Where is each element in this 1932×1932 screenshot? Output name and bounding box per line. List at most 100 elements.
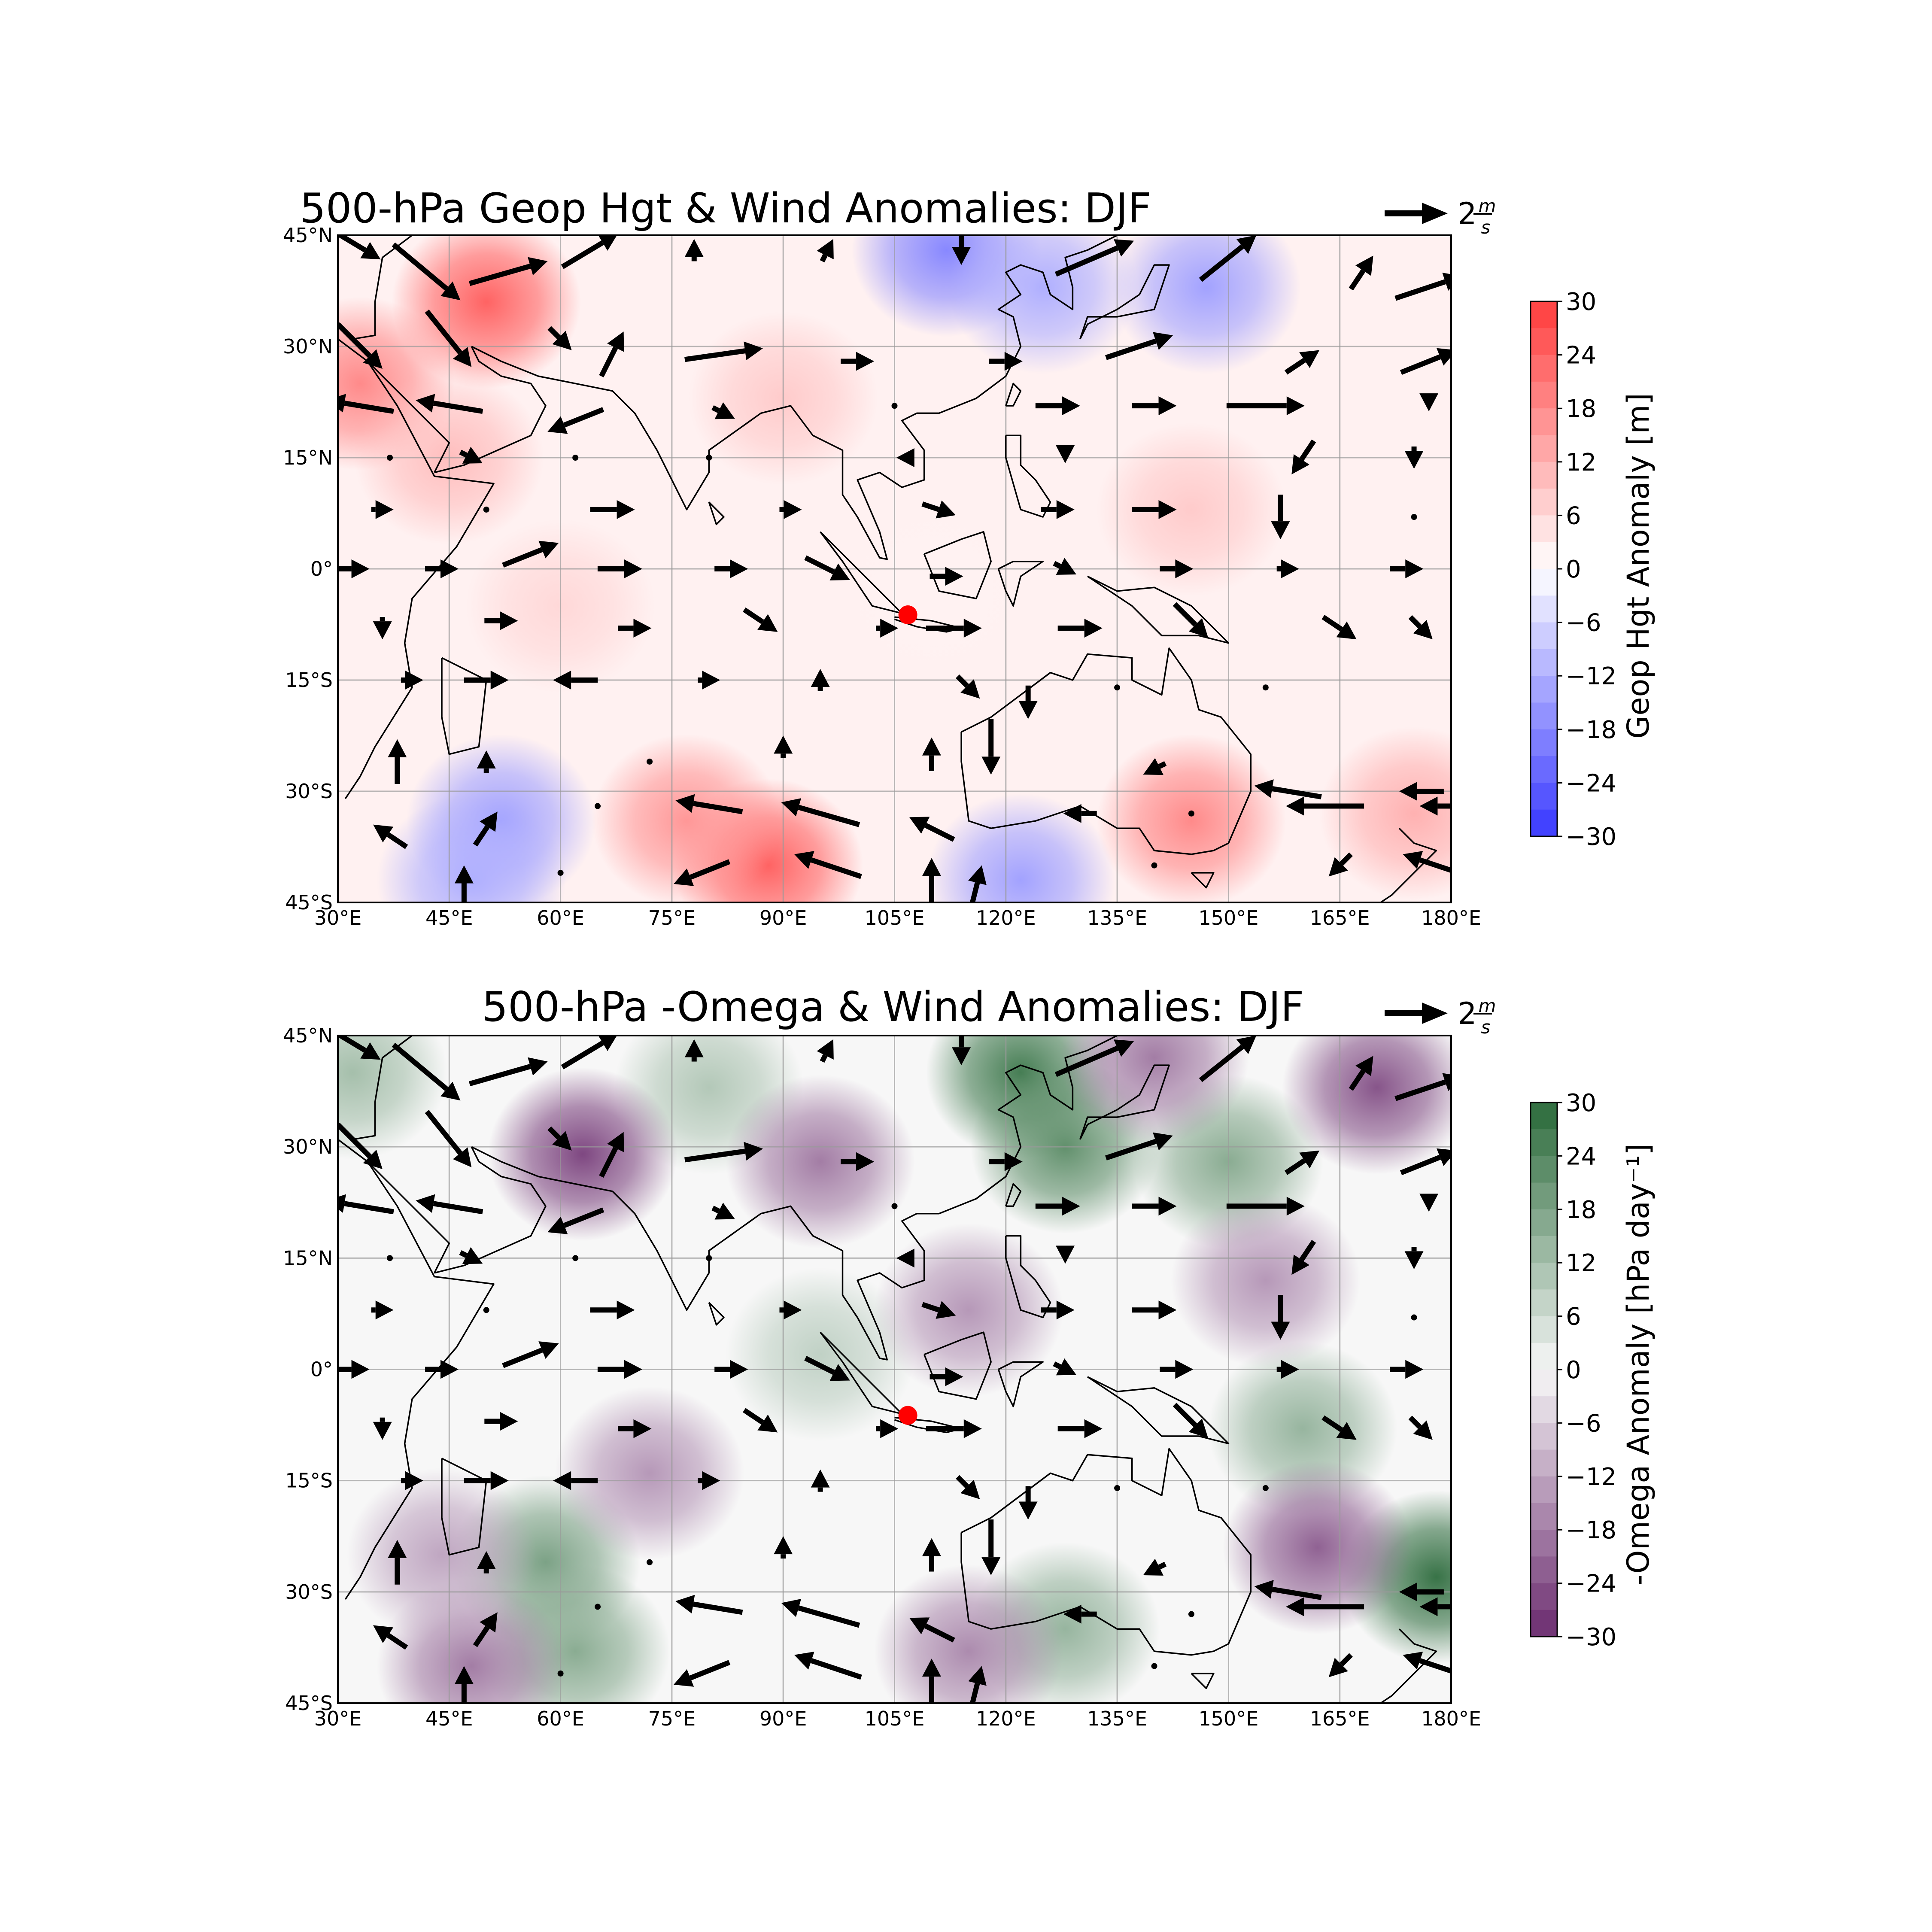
x-tick-label: 60°E	[537, 906, 584, 930]
wind-vector-head	[1056, 558, 1077, 575]
wind-vector	[841, 352, 875, 371]
wind-vector-head	[453, 347, 472, 367]
wind-vector	[416, 1194, 483, 1215]
wind-vector-head	[829, 563, 850, 580]
colorbar-tick-label: −30	[1566, 1623, 1616, 1651]
colorbar-segment	[1531, 328, 1557, 355]
wind-vector-shaft	[1400, 1154, 1441, 1176]
wind-vector-head	[375, 500, 394, 519]
wind-vector	[1143, 758, 1167, 775]
colorbar-segment	[1531, 595, 1557, 623]
wind-vector-head	[1404, 451, 1424, 469]
coastline	[441, 1458, 487, 1556]
y-tick-label: 45°S	[285, 891, 333, 914]
wind-vector	[1390, 559, 1424, 578]
wind-vector-head	[880, 619, 899, 638]
wind-vector	[373, 1625, 408, 1650]
wind-vector-calm	[1151, 1663, 1157, 1669]
coastline	[960, 1448, 1252, 1656]
wind-vector	[1063, 804, 1097, 823]
colorbar-tick-label: 0	[1566, 556, 1581, 583]
wind-vector	[711, 1203, 735, 1220]
wind-vector-head	[1403, 1652, 1423, 1670]
wind-vector-shaft	[386, 832, 408, 849]
wind-vector-head	[440, 281, 461, 301]
wind-vector	[599, 1132, 624, 1178]
wind-vector-shaft	[386, 1633, 408, 1650]
colorbar-segment	[1531, 1263, 1557, 1290]
panel-geop-hgt: 500-hPa Geop Hgt & Wind Anomalies: DJF 2…	[283, 185, 1656, 930]
wind-vector-head	[757, 614, 778, 632]
wind-vector-head	[490, 671, 509, 690]
wind-vector-calm	[572, 455, 579, 461]
wind-vector-head	[1413, 620, 1433, 640]
wind-vector	[698, 1471, 720, 1490]
colorbar-segment	[1531, 1583, 1557, 1610]
wind-vector-head	[1271, 1321, 1290, 1340]
colorbar-segment	[1531, 1182, 1557, 1210]
wind-vector-head	[351, 1360, 370, 1379]
wind-vector-head	[500, 1412, 518, 1431]
wind-vector-head	[360, 242, 381, 260]
anomaly-negative	[1282, 1036, 1451, 1175]
wind-vector-head	[373, 1625, 394, 1643]
coastline	[338, 338, 495, 799]
wind-vector	[459, 447, 483, 464]
wind-vector-head	[1328, 1658, 1348, 1677]
wind-vector	[811, 669, 830, 691]
wind-vector-head	[702, 1471, 720, 1490]
wind-vector-head	[702, 671, 720, 690]
wind-vector	[956, 674, 980, 699]
wind-vector	[1173, 1403, 1208, 1438]
wind-vector	[1286, 796, 1364, 816]
wind-vector-head	[607, 1132, 624, 1152]
colorbar-segment	[1531, 1610, 1557, 1637]
anomaly-negative	[377, 793, 566, 902]
wind-vector-shaft	[684, 1148, 746, 1163]
y-tick-label: 30°N	[283, 335, 333, 358]
wind-key-label: 2m s	[1458, 195, 1496, 238]
wind-vector	[817, 239, 834, 263]
x-tick-label: 45°E	[425, 1707, 473, 1730]
colorbar-segment	[1531, 702, 1557, 730]
wind-vector-head	[1188, 618, 1208, 638]
wind-vector	[401, 1471, 423, 1490]
wind-vector-head	[1188, 1419, 1208, 1438]
wind-vector-shaft	[1321, 1415, 1343, 1432]
wind-vector	[373, 1417, 392, 1440]
wind-vector	[989, 352, 1023, 371]
wind-vector-head	[454, 1666, 474, 1684]
wind-vector-head	[477, 750, 496, 769]
wind-vector	[1403, 1652, 1451, 1674]
coastline	[1005, 383, 1022, 407]
wind-vector	[774, 735, 793, 758]
wind-vector-head	[675, 1595, 695, 1613]
wind-vector-head	[1062, 1197, 1080, 1216]
wind-vector	[484, 611, 518, 630]
wind-vector	[477, 750, 496, 773]
wind-vector-shaft	[547, 326, 561, 340]
wind-vector	[553, 1471, 598, 1490]
wind-vector-head	[963, 619, 982, 638]
wind-vector-head	[1056, 445, 1075, 463]
wind-vector-shaft	[338, 1036, 367, 1053]
wind-vector	[1035, 396, 1080, 416]
wind-vector-calm	[1188, 810, 1194, 817]
anomaly-positive	[592, 734, 781, 902]
coastline	[1005, 434, 1051, 518]
colorbar-segment	[1531, 809, 1557, 837]
coastline	[708, 501, 725, 526]
wind-vector-shaft	[1419, 857, 1451, 873]
wind-vector-shaft	[969, 882, 980, 902]
wind-vector-calm	[1151, 862, 1157, 869]
wind-vector-shaft	[1053, 1361, 1062, 1370]
wind-vector	[561, 1036, 617, 1069]
wind-vector-head	[1175, 1360, 1194, 1379]
wind-vector-head	[981, 1557, 1001, 1576]
wind-vector-calm	[647, 1559, 653, 1565]
wind-vector	[926, 619, 982, 638]
wind-vector	[1035, 1197, 1080, 1216]
x-tick-label: 180°E	[1421, 906, 1481, 930]
wind-vector-calm	[1114, 1485, 1121, 1491]
colorbar-segment	[1531, 756, 1557, 784]
